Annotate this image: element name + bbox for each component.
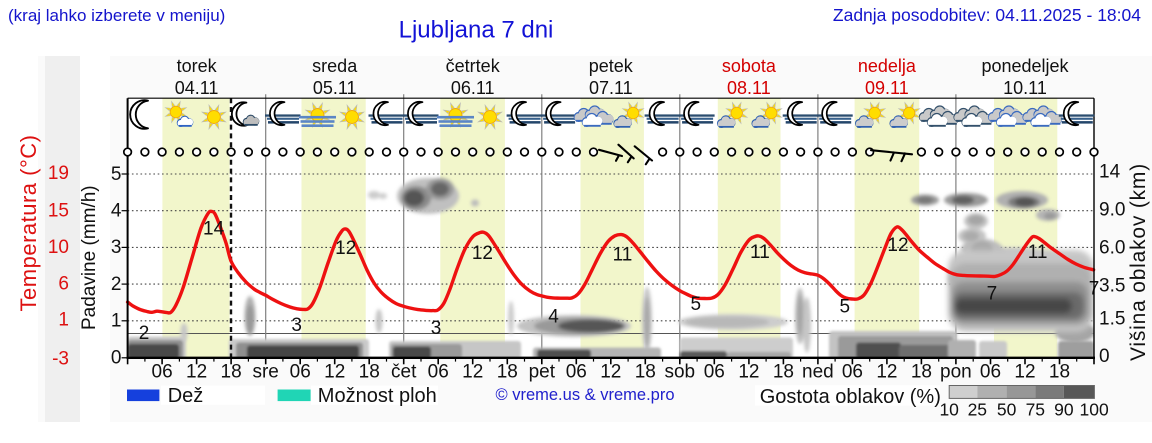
- svg-text:12: 12: [600, 362, 621, 383]
- svg-text:1.5: 1.5: [1099, 309, 1125, 330]
- svg-text:pet: pet: [529, 362, 556, 383]
- svg-text:75: 75: [1026, 400, 1045, 420]
- svg-text:Zadnja posodobitev: 04.11.2025: Zadnja posodobitev: 04.11.2025 - 18:04: [833, 5, 1141, 25]
- svg-text:10: 10: [48, 237, 69, 258]
- svg-text:90: 90: [1054, 400, 1074, 420]
- svg-text:12: 12: [335, 238, 356, 259]
- svg-text:11: 11: [613, 244, 633, 265]
- svg-text:Možnost ploh: Možnost ploh: [318, 385, 437, 407]
- svg-text:sre: sre: [252, 362, 278, 383]
- svg-text:09.11: 09.11: [865, 78, 909, 98]
- svg-text:06: 06: [152, 362, 173, 383]
- svg-text:18: 18: [359, 362, 380, 383]
- svg-text:5: 5: [691, 294, 702, 315]
- svg-text:9.0: 9.0: [1099, 200, 1125, 221]
- svg-text:12: 12: [186, 362, 207, 383]
- svg-text:četrtek: četrtek: [446, 56, 501, 76]
- svg-text:0: 0: [111, 348, 122, 369]
- svg-text:18: 18: [221, 362, 242, 383]
- svg-text:25: 25: [968, 400, 987, 420]
- svg-text:petek: petek: [589, 56, 634, 76]
- svg-text:12: 12: [1014, 362, 1035, 383]
- svg-text:18: 18: [497, 362, 518, 383]
- svg-text:05.11: 05.11: [313, 78, 357, 98]
- svg-text:06: 06: [290, 362, 311, 383]
- svg-text:6.0: 6.0: [1099, 237, 1125, 258]
- svg-text:0: 0: [1099, 346, 1110, 367]
- svg-text:12: 12: [876, 362, 897, 383]
- svg-text:14: 14: [203, 219, 225, 240]
- svg-text:12: 12: [472, 243, 493, 264]
- svg-text:(kraj lahko izberete v meniju): (kraj lahko izberete v meniju): [8, 6, 225, 25]
- svg-text:06.11: 06.11: [451, 78, 495, 98]
- svg-text:4: 4: [548, 306, 559, 327]
- svg-text:19: 19: [48, 163, 69, 184]
- svg-text:5: 5: [840, 296, 851, 317]
- svg-text:3: 3: [111, 237, 122, 258]
- svg-text:čet: čet: [391, 362, 417, 383]
- svg-text:11: 11: [750, 242, 770, 263]
- svg-text:-3: -3: [52, 349, 69, 370]
- svg-text:04.11: 04.11: [175, 78, 219, 98]
- svg-text:15: 15: [48, 201, 69, 222]
- svg-text:10.11: 10.11: [1003, 78, 1047, 98]
- svg-text:nedelja: nedelja: [858, 56, 917, 76]
- svg-text:Ljubljana 7 dni: Ljubljana 7 dni: [399, 17, 554, 44]
- svg-text:2: 2: [139, 323, 150, 344]
- svg-text:2: 2: [111, 274, 122, 295]
- svg-text:3: 3: [291, 315, 302, 336]
- svg-text:18: 18: [1049, 362, 1070, 383]
- svg-text:sob: sob: [664, 362, 695, 383]
- svg-text:ned: ned: [802, 362, 834, 383]
- svg-text:5: 5: [111, 164, 122, 185]
- svg-text:3.5: 3.5: [1099, 275, 1125, 296]
- svg-text:100: 100: [1079, 400, 1108, 420]
- svg-text:18: 18: [911, 362, 932, 383]
- svg-text:Dež: Dež: [168, 385, 204, 407]
- svg-text:ponedeljek: ponedeljek: [981, 56, 1069, 76]
- svg-text:11: 11: [1028, 242, 1048, 263]
- svg-text:6: 6: [58, 273, 69, 294]
- svg-text:06: 06: [980, 362, 1001, 383]
- svg-text:pon: pon: [940, 362, 972, 383]
- svg-text:Višina oblakov (km): Višina oblakov (km): [1127, 163, 1150, 361]
- svg-text:Padavine (mm/h): Padavine (mm/h): [79, 185, 100, 330]
- svg-text:06: 06: [704, 362, 725, 383]
- svg-text:06: 06: [566, 362, 587, 383]
- svg-text:1: 1: [58, 310, 69, 331]
- svg-text:12: 12: [324, 362, 345, 383]
- svg-text:3: 3: [431, 318, 442, 339]
- svg-text:07.11: 07.11: [589, 78, 633, 98]
- svg-text:06: 06: [842, 362, 863, 383]
- svg-text:14: 14: [1099, 162, 1121, 183]
- svg-text:12: 12: [738, 362, 759, 383]
- svg-text:© vreme.us & vreme.pro: © vreme.us & vreme.pro: [495, 386, 674, 404]
- svg-text:18: 18: [773, 362, 794, 383]
- svg-text:sobota: sobota: [722, 56, 777, 76]
- svg-text:12: 12: [462, 362, 483, 383]
- svg-text:Temperatura (°C): Temperatura (°C): [16, 135, 41, 312]
- svg-text:sreda: sreda: [312, 56, 358, 76]
- svg-text:Gostota oblakov (%): Gostota oblakov (%): [760, 386, 941, 408]
- svg-text:18: 18: [635, 362, 656, 383]
- svg-text:1: 1: [111, 311, 122, 332]
- svg-text:08.11: 08.11: [727, 78, 771, 98]
- svg-text:12: 12: [887, 235, 908, 256]
- svg-text:4: 4: [111, 201, 122, 222]
- svg-text:50: 50: [997, 400, 1017, 420]
- svg-text:10: 10: [939, 400, 959, 420]
- svg-text:torek: torek: [177, 56, 218, 76]
- svg-text:7: 7: [987, 284, 998, 305]
- svg-text:06: 06: [428, 362, 449, 383]
